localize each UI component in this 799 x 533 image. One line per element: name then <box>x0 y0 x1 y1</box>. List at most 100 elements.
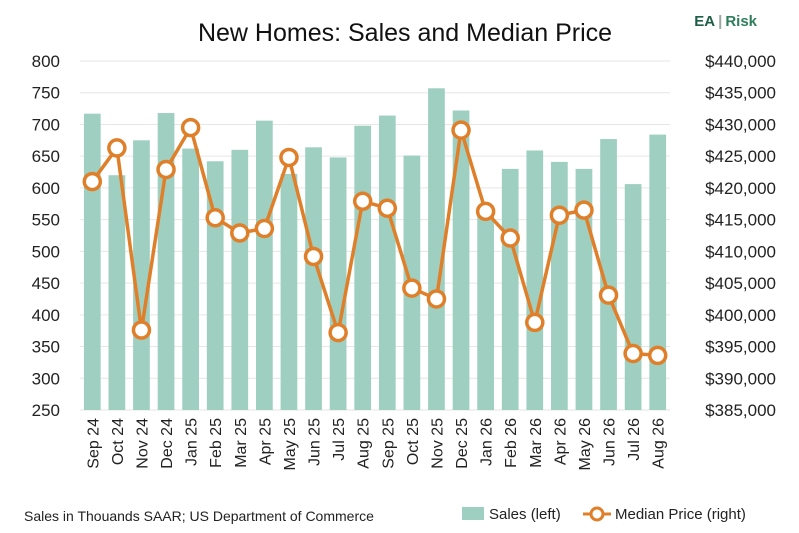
sales-bar <box>378 115 396 410</box>
price-point <box>475 201 496 222</box>
x-tick-label: Mar 26 <box>528 418 545 468</box>
gridlines <box>80 60 670 411</box>
sales-bar <box>280 173 298 410</box>
right-tick-label: $435,000 <box>705 84 776 103</box>
price-point <box>426 289 447 309</box>
x-tick-label: May 26 <box>577 418 594 471</box>
x-tick-label: Jul 26 <box>626 418 643 461</box>
brand-separator: | <box>718 13 722 30</box>
brand-risk: Risk <box>725 13 757 30</box>
right-tick-label: $420,000 <box>705 179 776 198</box>
sales-bar <box>256 120 273 410</box>
sales-bar <box>182 148 199 411</box>
x-tick-label: Jun 26 <box>602 418 619 466</box>
x-tick-label: Jan 25 <box>184 418 201 466</box>
right-axis-ticks: $385,000 $390,000 $395,000 $400,000 $405,000… <box>705 52 776 420</box>
left-tick-label: 500 <box>32 242 60 261</box>
x-tick-label: Jul 25 <box>331 418 348 461</box>
price-point <box>230 223 250 243</box>
left-tick-label: 400 <box>32 306 60 325</box>
x-tick-label: Dec 25 <box>454 418 471 469</box>
x-tick-label: Feb 25 <box>208 418 225 468</box>
price-line-path <box>90 125 658 358</box>
price-point <box>352 191 373 211</box>
x-tick-label: Sep 25 <box>380 418 397 469</box>
brand-logo: EA | Risk <box>694 13 757 30</box>
chart-title: New Homes: Sales and Median Price <box>198 19 612 47</box>
price-point <box>303 246 324 267</box>
sales-bar <box>428 88 445 410</box>
sales-bar <box>624 184 642 410</box>
sales-bar <box>526 150 544 411</box>
price-point <box>451 120 471 140</box>
sales-bars <box>83 88 667 411</box>
sales-bar <box>551 161 568 410</box>
left-tick-label: 750 <box>32 84 60 103</box>
left-tick-label: 300 <box>32 369 60 388</box>
x-tick-label: Nov 25 <box>429 418 446 469</box>
price-point <box>598 285 619 305</box>
right-tick-label: $405,000 <box>705 274 776 293</box>
price-point <box>82 171 103 192</box>
x-tick-label: Oct 25 <box>405 418 422 465</box>
brand-ea: EA <box>694 13 715 30</box>
sales-bar <box>305 147 322 410</box>
legend-line-label: Median Price (right) <box>615 506 746 523</box>
footnote: Sales in Thouands SAAR; US Department of… <box>24 508 374 524</box>
price-point <box>500 228 520 248</box>
x-tick-label: Dec 24 <box>159 418 176 469</box>
x-tick-label: Mar 25 <box>233 418 250 468</box>
right-tick-label: $395,000 <box>705 338 776 357</box>
x-tick-label: Aug 25 <box>356 418 373 469</box>
x-tick-label: Apr 26 <box>552 418 569 465</box>
sales-bar <box>501 168 519 410</box>
price-point <box>549 205 570 225</box>
legend-line-marker <box>589 506 605 522</box>
legend-bar-label: Sales (left) <box>489 506 561 523</box>
left-tick-label: 450 <box>32 274 60 293</box>
legend-bar-swatch <box>462 507 484 520</box>
x-tick-label: Nov 24 <box>134 418 151 469</box>
x-tick-label: Jun 25 <box>307 418 324 466</box>
price-point <box>279 147 299 168</box>
right-tick-label: $430,000 <box>705 115 776 134</box>
right-tick-label: $440,000 <box>705 52 776 71</box>
right-tick-label: $415,000 <box>705 211 776 230</box>
left-axis-ticks: 250 300 350 400 450 500 550 600 650 700 750 800 <box>32 52 60 420</box>
left-tick-label: 800 <box>32 52 60 71</box>
sales-bar <box>231 149 249 410</box>
sales-bar <box>329 157 347 410</box>
sales-bar <box>649 134 667 410</box>
price-point <box>254 218 275 239</box>
x-tick-label: Jan 26 <box>479 418 496 466</box>
sales-bar <box>600 139 617 411</box>
sales-bar <box>354 125 372 410</box>
left-tick-label: 250 <box>32 401 60 420</box>
price-point <box>205 207 225 228</box>
price-point <box>131 320 152 340</box>
right-tick-label: $410,000 <box>705 242 776 261</box>
sales-bar <box>108 175 126 410</box>
x-tick-label: May 25 <box>282 418 299 471</box>
price-point <box>402 278 422 298</box>
right-tick-label: $400,000 <box>705 306 776 325</box>
legend: Sales (left) Median Price (right) <box>462 506 746 523</box>
left-tick-label: 550 <box>32 211 60 230</box>
right-tick-label: $425,000 <box>705 147 776 166</box>
price-point <box>377 198 398 218</box>
x-tick-label: Aug 26 <box>651 418 668 469</box>
left-tick-label: 350 <box>32 338 60 357</box>
price-point <box>525 312 545 333</box>
price-point <box>180 117 201 138</box>
x-tick-label: Feb 26 <box>503 418 520 468</box>
price-point <box>328 322 348 343</box>
sales-bar <box>133 140 150 410</box>
sales-bar <box>477 210 494 410</box>
sales-bar <box>452 110 470 411</box>
price-point <box>574 200 594 220</box>
left-tick-label: 650 <box>32 147 60 166</box>
right-tick-label: $390,000 <box>705 369 776 388</box>
price-point <box>107 138 127 158</box>
x-tick-label: Apr 25 <box>257 418 274 465</box>
